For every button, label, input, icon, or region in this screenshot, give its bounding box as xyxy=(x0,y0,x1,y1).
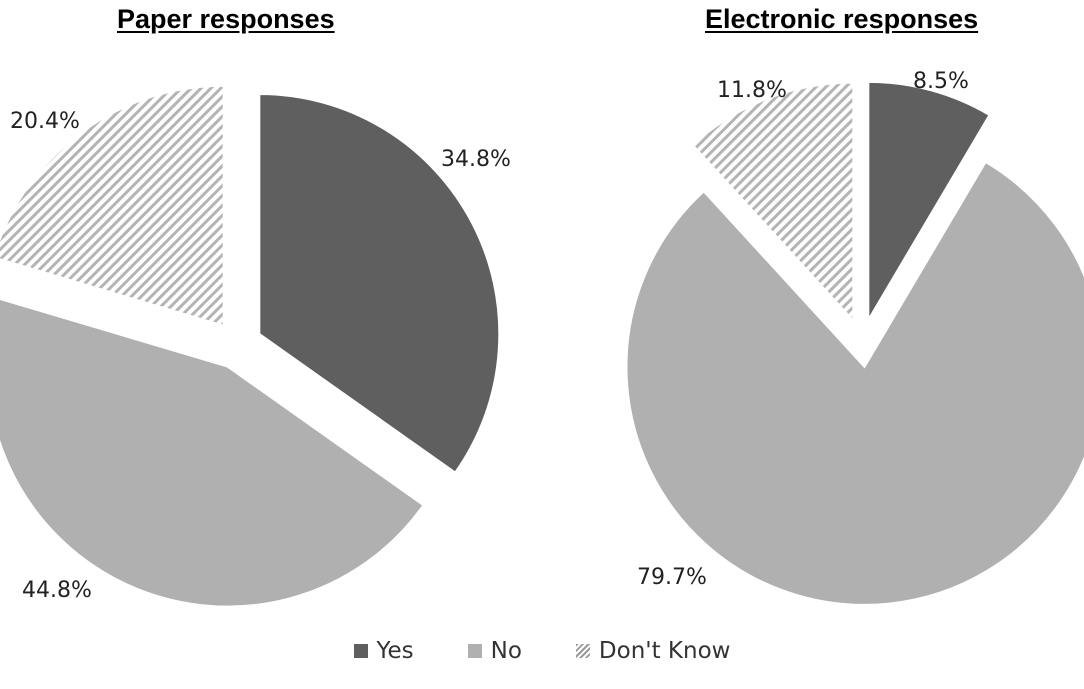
electronic-slice-yes xyxy=(867,80,991,324)
legend-label-dont-know: Don't Know xyxy=(598,638,731,664)
paper-pie: 34.8% 44.8% 20.4% xyxy=(0,84,511,608)
electronic-label-no: 79.7% xyxy=(637,565,707,590)
electronic-pie: 8.5% 79.7% 11.8% xyxy=(625,69,1084,606)
paper-chart-title: Paper responses xyxy=(117,4,335,34)
legend-label-no: No xyxy=(490,638,522,664)
paper-label-yes: 34.8% xyxy=(441,147,511,172)
electronic-slice-no xyxy=(625,160,1084,606)
legend-item-no: No xyxy=(467,638,522,664)
legend: Yes No Don't Know xyxy=(0,638,1084,664)
paper-slice-no xyxy=(0,297,425,608)
electronic-slice-dont-know xyxy=(691,81,855,324)
legend-label-yes: Yes xyxy=(376,638,414,664)
legend-item-dont-know: Don't Know xyxy=(575,638,731,664)
paper-label-dont-know: 20.4% xyxy=(10,109,80,134)
electronic-label-yes: 8.5% xyxy=(913,69,969,94)
legend-item-yes: Yes xyxy=(353,638,414,664)
electronic-label-dont-know: 11.8% xyxy=(717,78,787,103)
paper-label-no: 44.8% xyxy=(22,578,92,603)
yes-swatch-icon xyxy=(353,644,368,658)
paper-slice-dont-know xyxy=(0,84,225,328)
no-swatch-icon xyxy=(467,644,482,658)
paper-slice-yes xyxy=(258,92,501,474)
electronic-chart-title: Electronic responses xyxy=(705,4,979,34)
dont-know-swatch-icon xyxy=(575,644,590,658)
